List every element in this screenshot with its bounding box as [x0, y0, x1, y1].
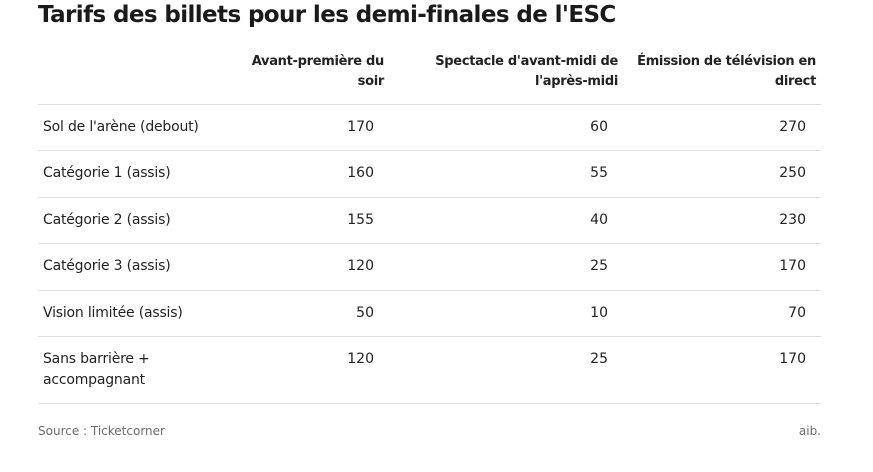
price-cell: 160 [347, 165, 374, 181]
price-cell: 270 [779, 119, 806, 135]
row-label-line: accompagnant [43, 372, 145, 388]
column-header-line: Émission de télévision en [637, 54, 816, 69]
column-header-line: Avant-première du [251, 54, 385, 69]
price-cell: 170 [347, 119, 374, 135]
row-label-line: Sans barrière + [43, 351, 150, 367]
column-header-line: direct [774, 74, 816, 89]
price-cell: 120 [347, 258, 374, 274]
row-label-line: Vision limitée (assis) [43, 305, 183, 321]
row-label-line: Catégorie 3 (assis) [43, 258, 171, 274]
row-divider [38, 150, 821, 151]
row-label: Catégorie 2 (assis) [43, 210, 243, 231]
row-divider [38, 403, 821, 404]
row-label: Catégorie 3 (assis) [43, 256, 243, 277]
column-header-3: Émission de télévision en direct [626, 52, 816, 92]
column-header-line: l'après-midi [534, 74, 618, 89]
price-cell: 70 [788, 305, 806, 321]
price-cell: 25 [590, 351, 608, 367]
price-cell: 250 [779, 165, 806, 181]
row-divider [38, 336, 821, 337]
row-label: Sans barrière + accompagnant [43, 349, 243, 391]
credit-note: aib. [798, 424, 821, 438]
row-label: Catégorie 1 (assis) [43, 163, 243, 184]
row-divider [38, 197, 821, 198]
price-cell: 10 [590, 305, 608, 321]
row-divider [38, 290, 821, 291]
row-divider [38, 104, 821, 105]
price-cell: 55 [590, 165, 608, 181]
row-label-line: Sol de l'arène (debout) [43, 119, 199, 135]
price-cell: 170 [779, 351, 806, 367]
price-cell: 50 [356, 305, 374, 321]
price-cell: 40 [590, 212, 608, 228]
price-cell: 170 [779, 258, 806, 274]
row-label-line: Catégorie 2 (assis) [43, 212, 171, 228]
row-label: Vision limitée (assis) [43, 303, 243, 324]
price-cell: 120 [347, 351, 374, 367]
price-cell: 25 [590, 258, 608, 274]
price-cell: 155 [347, 212, 374, 228]
column-header-line: soir [357, 74, 385, 89]
source-note: Source : Ticketcorner [38, 424, 165, 438]
column-header-1: Avant-première du soir [228, 52, 385, 92]
column-header-2: Spectacle d'avant-midi de l'après-midi [418, 52, 618, 92]
price-table: Avant-première du soir Spectacle d'avant-m… [38, 0, 821, 472]
price-cell: 230 [779, 212, 806, 228]
price-cell: 60 [590, 119, 608, 135]
page-title: Tarifs des billets pour les demi-finales… [38, 2, 616, 28]
column-header-line: Spectacle d'avant-midi de [435, 54, 618, 69]
row-label-line: Catégorie 1 (assis) [43, 165, 171, 181]
row-divider [38, 243, 821, 244]
row-label: Sol de l'arène (debout) [43, 117, 243, 138]
